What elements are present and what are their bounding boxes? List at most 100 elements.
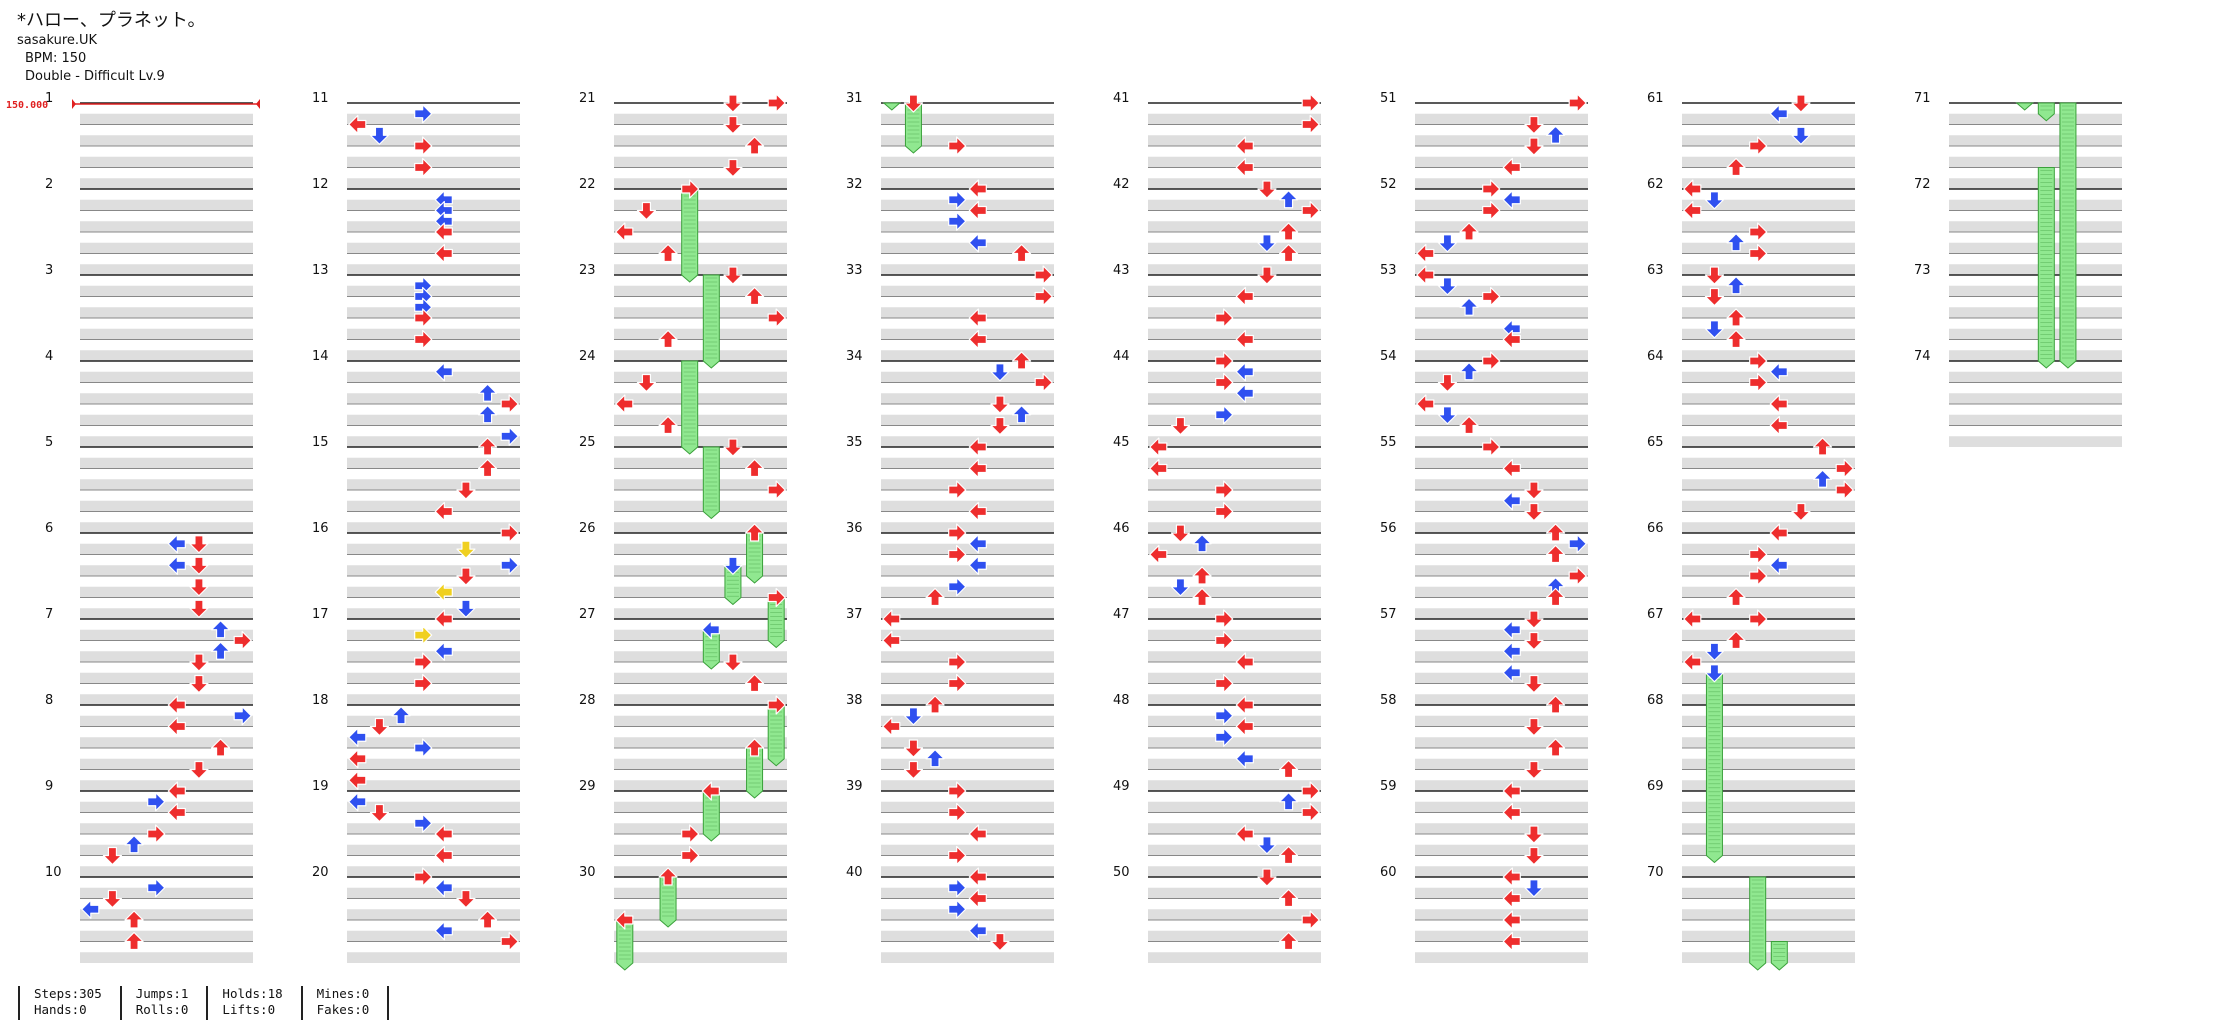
beat-band [1148,113,1321,125]
stat-mines: Mines:0 [316,986,370,1001]
arrow-note-eighth [1215,405,1234,425]
arrow-note-eighth [1278,190,1299,209]
arrow-icon [948,480,967,500]
arrow-note-quarter [681,824,700,844]
arrow-icon [990,932,1010,952]
beat-band [881,952,1054,963]
arrow-note-quarter [1482,351,1501,371]
beat-band [1415,285,1588,297]
arrow-note-quarter [744,458,765,478]
arrow-note-eighth [1769,555,1788,575]
arrow-note-quarter [1524,610,1544,629]
beat-band [881,436,1054,447]
arrow-note-quarter [615,222,634,242]
arrow-icon [744,286,765,306]
arrow-icon [1568,566,1587,586]
arrow-note-eighth [1704,642,1725,661]
arrow-note-quarter [1812,437,1833,456]
beat-band [881,414,1054,426]
arrow-note-quarter [1791,94,1811,113]
beat-band [1148,930,1321,942]
measure-44 [1148,360,1321,447]
measure-number: 48 [1113,693,1130,708]
arrow-note-quarter [1170,524,1191,543]
arrow-note-eighth [948,577,967,597]
arrow-note-quarter [948,802,967,823]
arrow-icon [414,329,433,350]
beat-band [347,393,520,404]
beat-band [80,694,253,705]
beat-band [1415,328,1588,340]
measure-number: 42 [1113,177,1130,192]
beat-band [1682,887,1855,899]
measure-43 [1148,274,1321,361]
arrow-icon [903,94,924,113]
measure-number: 12 [312,177,329,192]
arrow-icon [1278,845,1299,865]
arrow-note-quarter [1749,544,1768,565]
beat-band [80,629,253,641]
arrow-icon [167,781,186,801]
arrow-icon [147,824,166,844]
chart-stats: Steps:305 Hands:0 Jumps:1 Rolls:0 Holds:… [18,986,390,1020]
measure-number: 3 [45,263,53,278]
arrow-icon [990,363,1010,382]
arrow-note-quarter [210,738,231,757]
arrow-icon [456,889,476,909]
arrow-icon [968,233,987,253]
arrow-note-quarter [1726,308,1746,327]
beat-band [347,586,520,598]
arrow-icon [1437,234,1458,253]
arrow-icon [369,126,390,145]
measure-number: 15 [312,435,329,450]
arrow-icon [1235,136,1254,156]
arrow-note-quarter [456,567,476,586]
arrow-icon [658,415,678,435]
arrow-note-quarter [1524,825,1544,844]
beat-band [347,780,520,791]
arrow-note-quarter [1524,631,1544,651]
beat-band [614,156,787,168]
beat-band [881,737,1054,748]
beat-band [347,156,520,168]
arrow-icon [414,308,433,328]
arrow-icon [615,910,634,930]
arrow-note-quarter [903,94,924,113]
beat-band [347,436,520,447]
measure-23 [614,274,787,361]
stat-jumps-rolls: Jumps:1 Rolls:0 [119,986,207,1020]
measure-63 [1682,274,1855,361]
arrow-note-quarter [1835,480,1854,500]
arrow-icon [723,115,743,135]
measure-number: 35 [846,435,863,450]
arrow-note-quarter [456,889,476,909]
arrow-note-quarter [124,910,144,929]
beat-band [881,393,1054,404]
arrow-note-quarter [723,115,743,135]
beat-band [1415,801,1588,813]
beat-band [1148,887,1321,899]
beat-band [80,328,253,340]
arrow-note-eighth [124,835,144,854]
beat-band [1148,457,1321,469]
measure-73 [1949,274,2122,361]
beat-band [614,307,787,318]
arrow-note-eighth [1502,620,1521,640]
measure-61 [1682,102,1855,189]
measure-number: 37 [846,607,863,622]
arrow-icon [1278,759,1299,779]
measure-11 [347,102,520,189]
arrow-note-quarter [434,845,453,866]
arrow-icon [189,760,209,780]
measure-35 [881,446,1054,533]
arrow-note-eighth [434,878,453,898]
arrow-icon [210,738,231,757]
arrow-icon [1502,620,1521,640]
arrow-note-quarter [990,395,1010,414]
beat-band [80,393,253,404]
beat-band [1415,156,1588,168]
arrow-note-eighth [147,792,166,812]
beat-band [1148,307,1321,318]
arrow-icon [1726,630,1746,650]
arrow-icon [414,157,433,178]
